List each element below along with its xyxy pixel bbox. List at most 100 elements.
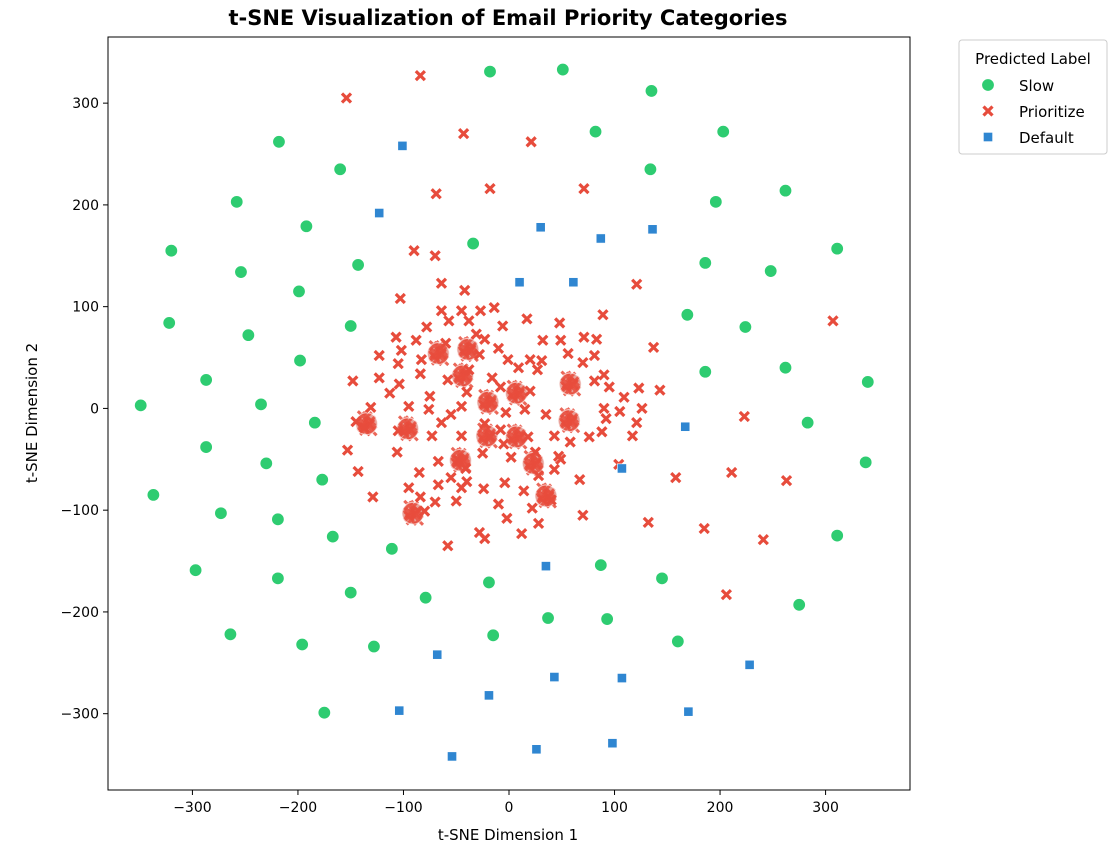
prioritize-point <box>445 471 457 484</box>
slow-point <box>588 124 603 139</box>
prioritize-point <box>588 349 601 362</box>
prioritize-point <box>827 315 839 327</box>
default-point <box>647 224 658 235</box>
prioritize-point <box>479 418 491 430</box>
prioritize-point <box>502 353 514 366</box>
prioritize-cluster <box>476 388 500 415</box>
prioritize-point <box>403 400 415 413</box>
default-point <box>541 561 551 572</box>
prioritize-point <box>457 128 470 140</box>
prioritize-point <box>414 70 426 82</box>
prioritize-point <box>636 402 648 415</box>
prioritize-point <box>545 494 557 506</box>
prioritize-point <box>633 382 645 394</box>
slow-point <box>317 705 332 720</box>
default-point <box>683 706 694 717</box>
prioritize-point <box>588 375 601 387</box>
prioritize-point <box>590 333 603 345</box>
slow-point <box>541 611 555 625</box>
prioritize-point <box>498 438 510 450</box>
prioritize-point <box>548 463 561 476</box>
slow-point <box>234 265 248 279</box>
prioritize-point <box>532 517 545 530</box>
y-tick-label: 100 <box>72 300 99 316</box>
slow-point <box>199 373 213 387</box>
slow-point <box>556 62 570 77</box>
slow-point <box>134 398 148 413</box>
prioritize-point <box>583 431 595 443</box>
prioritize-point <box>373 372 385 384</box>
x-tick-label: 200 <box>707 800 734 816</box>
legend-title: Predicted Label <box>975 50 1091 68</box>
slow-point <box>830 528 844 543</box>
x-tick-label: −100 <box>384 800 422 816</box>
prioritize-point <box>492 342 505 355</box>
default-point <box>374 208 385 218</box>
default-point <box>514 277 525 288</box>
prioritize-point <box>479 533 491 545</box>
prioritize-point <box>455 400 468 413</box>
slow-point <box>146 488 161 502</box>
prioritize-point <box>479 333 491 345</box>
slow-point <box>295 637 309 652</box>
prioritize-point <box>532 469 545 482</box>
legend-label: Slow <box>1019 77 1054 95</box>
slow-point <box>299 219 314 233</box>
x-axis-label: t-SNE Dimension 1 <box>438 826 578 844</box>
slow-point <box>738 320 753 334</box>
slow-point <box>671 634 685 649</box>
legend-marker-slow <box>981 78 995 92</box>
prioritize-point <box>440 337 452 349</box>
prioritize-point <box>478 483 490 495</box>
prioritize-point <box>395 344 407 357</box>
prioritize-point <box>365 401 377 414</box>
prioritize-point <box>603 381 615 393</box>
prioritize-point <box>618 391 630 403</box>
default-point <box>394 705 405 716</box>
prioritize-point <box>631 278 643 290</box>
default-point <box>447 751 457 762</box>
slow-point <box>351 258 365 272</box>
y-tick-label: −100 <box>61 503 99 519</box>
slow-point <box>214 506 228 520</box>
slow-point <box>271 571 285 586</box>
prioritize-cluster <box>426 339 450 367</box>
prioritize-point <box>455 305 468 317</box>
prioritize-point <box>521 313 533 325</box>
prioritize-point <box>463 364 475 376</box>
slow-point <box>486 628 500 643</box>
prioritize-point <box>347 375 359 387</box>
default-point <box>617 463 627 474</box>
prioritize-point <box>555 334 567 346</box>
prioritize-point <box>642 516 654 529</box>
prioritize-point <box>670 471 682 484</box>
slow-point <box>315 472 329 487</box>
slow-point <box>272 135 286 149</box>
prioritize-point <box>430 188 442 200</box>
prioritize-point <box>577 356 589 369</box>
prioritize-point <box>445 408 457 421</box>
x-tick-label: −300 <box>173 800 211 816</box>
default-point <box>484 690 494 701</box>
prioritize-point <box>531 364 544 376</box>
prioritize-cluster <box>534 482 558 509</box>
prioritize-point <box>501 512 513 524</box>
slow-point <box>271 512 285 527</box>
prioritize-point <box>552 450 565 462</box>
slow-point <box>709 195 723 209</box>
default-point <box>595 233 606 244</box>
prioritize-point <box>474 305 487 317</box>
slow-point <box>594 558 608 572</box>
prioritize-point <box>426 430 438 442</box>
prioritize-point <box>654 384 666 396</box>
y-axis-label: t-SNE Dimension 2 <box>23 343 41 483</box>
slow-point <box>800 415 815 430</box>
prioritize-point <box>631 417 643 429</box>
prioritize-point <box>424 390 436 402</box>
prioritize-point <box>505 451 517 463</box>
prioritize-point <box>564 436 576 448</box>
prioritize-point <box>394 292 406 305</box>
prioritize-point <box>414 491 426 503</box>
slow-point <box>230 195 244 209</box>
prioritize-point <box>415 353 428 366</box>
